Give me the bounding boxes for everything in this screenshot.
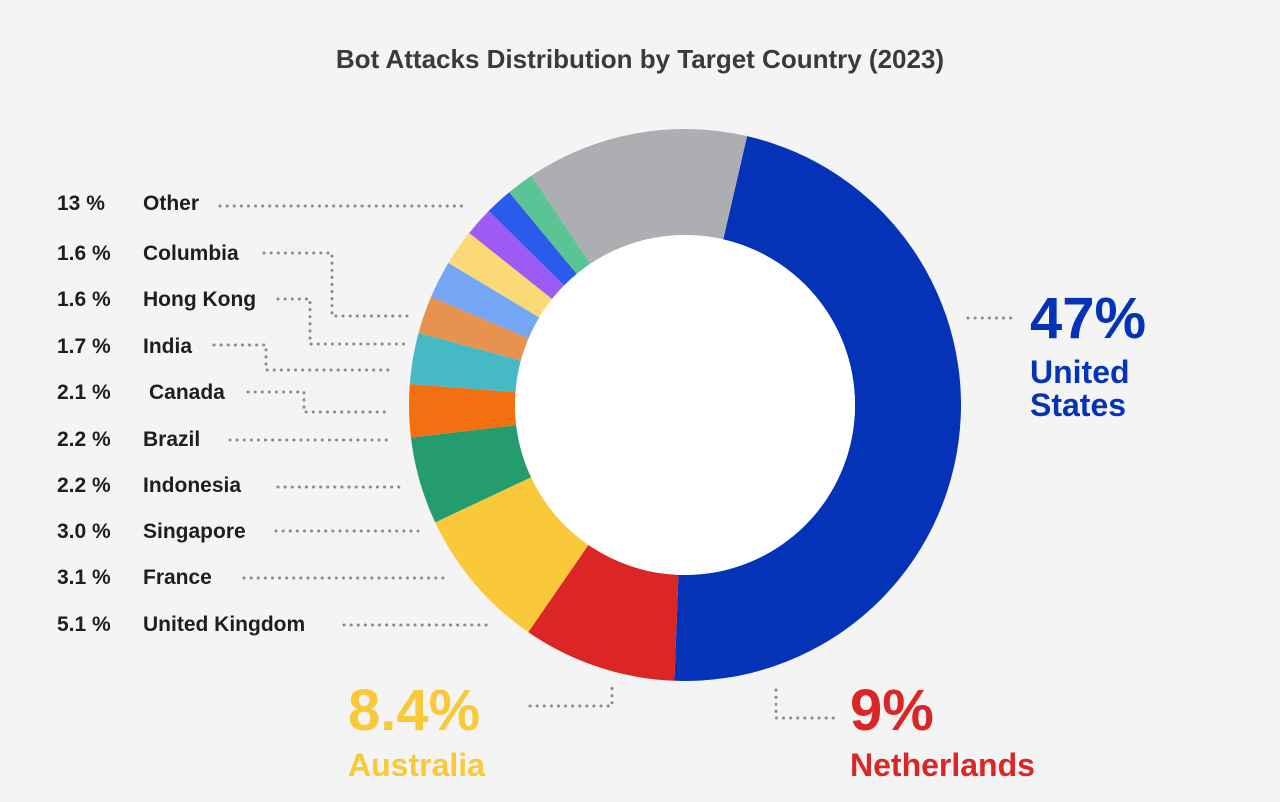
pct-label-france: 3.1 % <box>57 566 111 589</box>
leader-line <box>276 297 407 346</box>
country-label-columbia: Columbia <box>143 242 239 265</box>
slice-netherlands <box>528 544 679 681</box>
leader-line <box>212 343 392 372</box>
pct-label-united-states: 47% <box>1030 286 1146 351</box>
slice-hong-kong <box>488 192 577 286</box>
slice-other <box>531 129 748 264</box>
chart-title: Bot Attacks Distribution by Target Count… <box>336 44 944 74</box>
pct-label-singapore: 3.0 % <box>57 520 111 543</box>
country-label-united-states: United States <box>1030 354 1130 423</box>
country-label-hong-kong: Hong Kong <box>143 288 256 311</box>
slice-columbia <box>509 175 591 274</box>
pct-label-netherlands: 9% <box>850 678 934 743</box>
slice-indonesia <box>418 296 529 361</box>
pct-label-other: 13 % <box>57 192 105 215</box>
pct-label-india: 1.7 % <box>57 335 111 358</box>
country-label-netherlands: Netherlands <box>850 747 1035 783</box>
leader-line <box>528 682 614 708</box>
donut-hole <box>515 235 855 575</box>
leader-line <box>246 390 390 414</box>
country-label-canada: Canada <box>149 381 225 404</box>
slice-india <box>469 210 565 300</box>
pct-label-australia: 8.4% <box>348 678 480 743</box>
slice-united-states <box>674 136 962 682</box>
slice-canada <box>448 232 553 318</box>
country-label-australia: Australia <box>348 747 485 783</box>
pct-label-hong-kong: 1.6 % <box>57 288 111 311</box>
pct-label-canada: 2.1 % <box>57 381 111 404</box>
leader-line <box>262 251 416 318</box>
pct-label-united-kingdom: 5.1 % <box>57 613 111 636</box>
leader-line <box>774 688 840 720</box>
slice-france <box>409 384 517 438</box>
country-label-india: India <box>143 335 192 358</box>
country-label-singapore: Singapore <box>143 520 246 543</box>
slice-australia <box>435 477 589 633</box>
country-label-brazil: Brazil <box>143 428 200 451</box>
pct-label-indonesia: 2.2 % <box>57 474 111 497</box>
country-label-united-kingdom: United Kingdom <box>143 613 305 636</box>
country-label-indonesia: Indonesia <box>143 474 241 497</box>
slice-brazil <box>431 262 540 339</box>
slice-singapore <box>409 332 521 393</box>
slice-united-kingdom <box>410 425 532 523</box>
pct-label-columbia: 1.6 % <box>57 242 111 265</box>
country-label-other: Other <box>143 192 199 215</box>
pct-label-brazil: 2.2 % <box>57 428 111 451</box>
country-label-france: France <box>143 566 212 589</box>
